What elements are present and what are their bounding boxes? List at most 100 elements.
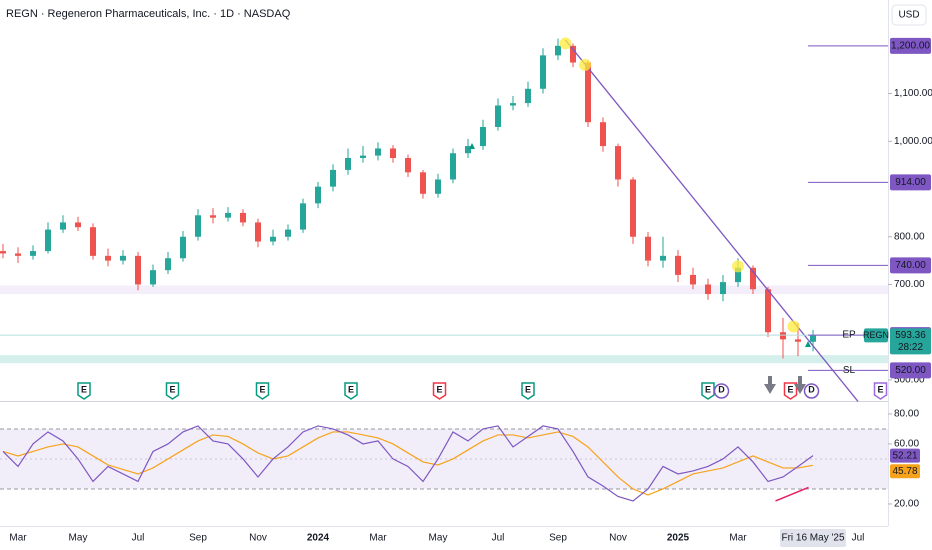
- candle-body: [195, 215, 201, 237]
- candle-body: [375, 148, 381, 156]
- candle-body: [180, 236, 186, 259]
- candle-body: [135, 255, 141, 285]
- candle-body: [525, 88, 531, 104]
- candle-body: [435, 179, 441, 194]
- crosshair-date-box: [780, 529, 846, 547]
- signal-marker: [469, 143, 475, 149]
- candle-body: [420, 172, 426, 194]
- event-badge: [873, 382, 888, 400]
- level-tag: EP: [842, 330, 856, 341]
- event-badge: [803, 383, 820, 399]
- rsi-value-box: [890, 448, 920, 463]
- candle-body: [75, 222, 81, 228]
- y-tick-label: 1,000.00: [894, 136, 932, 147]
- x-tick-label: Mar: [729, 533, 747, 544]
- candle-body: [705, 284, 711, 295]
- event-label: E: [436, 384, 442, 394]
- level-tag: SL: [843, 365, 856, 376]
- event-badge: [783, 382, 798, 400]
- candle-body: [90, 227, 96, 256]
- rsi-tick-label: 60.00: [894, 439, 919, 450]
- candle-body: [255, 222, 261, 242]
- candle-body: [540, 55, 546, 89]
- candle-body: [765, 289, 771, 333]
- event-badge: [701, 382, 715, 400]
- candle-body: [240, 212, 246, 223]
- candle-body: [750, 267, 756, 290]
- candle-body: [495, 105, 501, 127]
- candle-body: [600, 122, 606, 147]
- x-tick-label: Mar: [369, 533, 387, 544]
- x-tick-label: Fri 16 May '25: [781, 533, 844, 544]
- candle-body: [15, 253, 21, 256]
- symbol-label: REGN: [863, 330, 889, 340]
- candle-body: [585, 62, 591, 123]
- signal-arrow: [794, 376, 806, 394]
- y-tick-label: 500.00: [894, 375, 925, 386]
- rsi-tick-label: 20.00: [894, 499, 919, 510]
- candle-body: [150, 270, 156, 285]
- signal-arrow: [764, 376, 776, 394]
- x-tick-label: May: [69, 533, 88, 544]
- x-tick-label: Sep: [189, 533, 207, 544]
- level-box: [890, 362, 931, 379]
- rsi-ma-line: [2, 431, 814, 496]
- event-label: E: [348, 384, 354, 394]
- zone: [0, 355, 888, 364]
- trendline: [564, 39, 859, 402]
- x-tick-label: Mar: [9, 533, 27, 544]
- candle-body: [345, 157, 351, 170]
- candle-body: [630, 179, 636, 237]
- level-label: 740.00: [895, 260, 926, 271]
- event-badge: [713, 383, 730, 399]
- level-label: 1,200.00: [891, 40, 930, 51]
- event-label: D: [718, 384, 725, 394]
- y-tick-label: 700.00: [894, 279, 925, 290]
- rsi-ma-value: 45.78: [892, 466, 917, 477]
- x-tick-label: Sep: [549, 533, 567, 544]
- candle-body: [300, 203, 306, 230]
- highlight: [732, 260, 744, 273]
- currency[interactable]: USD: [898, 10, 919, 21]
- y-tick-label: 800.00: [894, 231, 925, 242]
- countdown: 28:22: [898, 342, 923, 353]
- x-tick-label: Jul: [132, 533, 145, 544]
- candle-body: [225, 212, 231, 218]
- candle-body: [810, 335, 816, 342]
- candle-body: [720, 282, 726, 295]
- event-badge: [165, 382, 180, 400]
- event-badge: [521, 382, 535, 400]
- candle-body: [570, 45, 576, 63]
- event-label: E: [81, 384, 87, 394]
- y-tick-label: 1,100.00: [894, 88, 932, 99]
- event-label: E: [705, 384, 711, 394]
- level-label: 520.00: [895, 365, 926, 376]
- x-tick-label: Jul: [492, 533, 505, 544]
- event-label: E: [169, 384, 175, 394]
- candle-body: [675, 255, 681, 275]
- event-label: E: [877, 384, 883, 394]
- event-label: D: [808, 384, 815, 394]
- currency-button[interactable]: [891, 4, 927, 26]
- level-box: [890, 257, 931, 274]
- rsi-line: [2, 425, 814, 502]
- candle-body: [645, 236, 651, 261]
- event-label: E: [525, 384, 531, 394]
- candle-body: [450, 153, 456, 180]
- candle-body: [615, 146, 621, 180]
- candle-body: [780, 332, 786, 340]
- last-price-box: [890, 328, 931, 355]
- signal-marker: [805, 341, 811, 347]
- event-label: E: [787, 384, 793, 394]
- candle-body: [315, 186, 321, 204]
- highlight: [559, 37, 572, 50]
- candle-body: [690, 274, 696, 285]
- rsi-ma-box: [890, 464, 920, 479]
- event-badge: [77, 382, 91, 400]
- x-tick-label: Nov: [609, 533, 627, 544]
- candle-body: [210, 215, 216, 218]
- level-box: [890, 174, 931, 191]
- x-tick-label: 2024: [307, 533, 330, 544]
- candle-body: [660, 255, 666, 261]
